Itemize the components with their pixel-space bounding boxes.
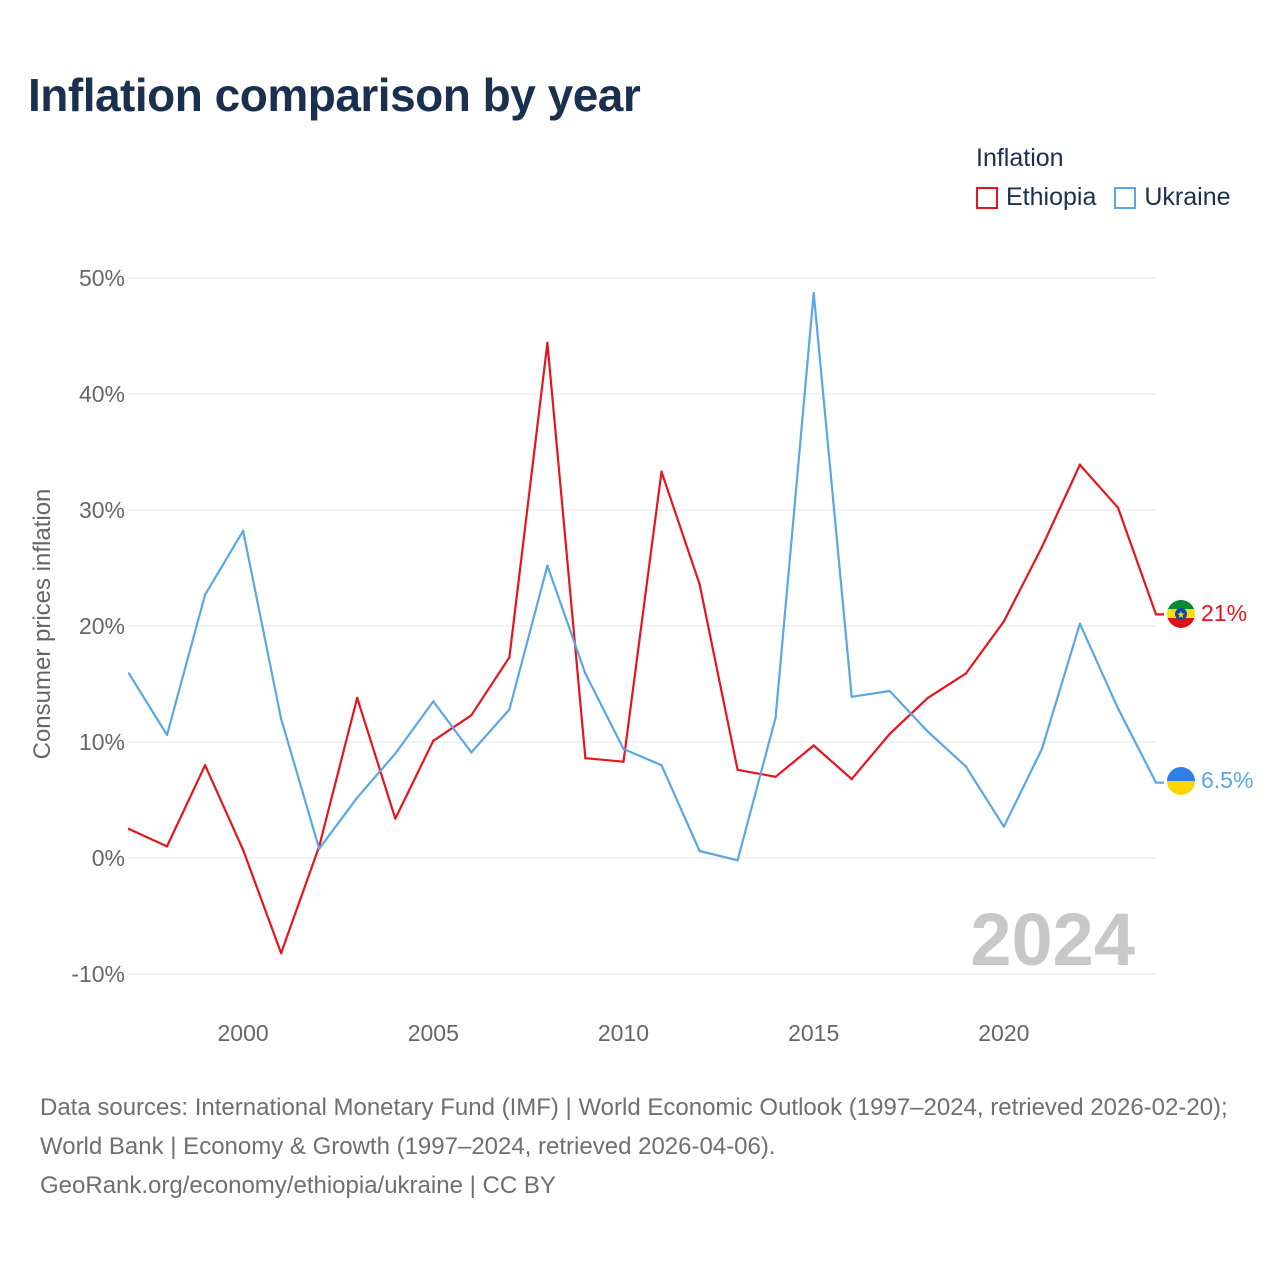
ethiopia-data-point (1002, 620, 1006, 623)
ethiopia-data-point (470, 714, 473, 717)
ethiopia-data-point (964, 672, 968, 675)
ethiopia-data-point (812, 744, 815, 747)
ukraine-data-point (127, 672, 131, 675)
ethiopia-data-point (1154, 613, 1158, 616)
ethiopia-data-point (622, 760, 625, 763)
legend-label-ukraine: Ukraine (1144, 183, 1231, 211)
ukraine-data-point (964, 765, 968, 768)
chart-title: Inflation comparison by year (28, 69, 641, 121)
legend-swatch-ethiopia (976, 186, 998, 209)
ukraine-data-point (432, 700, 435, 703)
ukraine-data-point (774, 716, 777, 719)
ethiopia-data-point (356, 696, 359, 700)
credit-line: GeoRank.org/economy/ethiopia/ukraine | C… (40, 1172, 556, 1199)
ukraine-end-label: 6.5% (1201, 767, 1253, 793)
ethiopia-data-point (1116, 506, 1120, 509)
x-tick-label: 2015 (788, 1020, 839, 1046)
legend-item-ethiopia[interactable]: Ethiopia (976, 183, 1096, 212)
ukraine-data-point (584, 672, 587, 675)
ethiopia-data-point (926, 696, 929, 700)
legend-swatch-ukraine (1114, 186, 1137, 209)
ethiopia-data-point (774, 775, 777, 778)
ethiopia-data-point (584, 757, 587, 760)
data-sources: Data sources: International Monetary Fun… (40, 1094, 1228, 1160)
footer: Data sources: International Monetary Fun… (40, 1088, 1250, 1205)
y-axis-label: Consumer prices inflation (29, 489, 56, 760)
svg-text:★: ★ (1177, 610, 1186, 621)
ukraine-data-point (279, 717, 283, 720)
year-watermark: 2024 (970, 898, 1135, 981)
ukraine-data-point (470, 751, 473, 754)
ethiopia-data-point (432, 739, 435, 743)
ukraine-data-point (1078, 622, 1082, 625)
ethiopia-data-point (394, 817, 397, 820)
ethiopia-data-point (127, 827, 131, 831)
ukraine-series-line (128, 292, 1164, 862)
ethiopia-data-point (698, 583, 701, 586)
ethiopia-data-point (888, 732, 891, 736)
ethiopia-data-point (203, 764, 207, 767)
ukraine-data-point (1002, 825, 1006, 828)
y-tick-label: 30% (79, 497, 125, 523)
ethiopia-series-line (128, 341, 1164, 955)
x-tick-label: 2010 (598, 1020, 649, 1046)
ethiopia-data-point (736, 768, 739, 772)
legend-title: Inflation (976, 144, 1064, 172)
ukraine-data-point (356, 796, 359, 799)
ukraine-data-point (1040, 747, 1044, 751)
ukraine-data-point (622, 747, 625, 751)
ukraine-data-point (546, 564, 549, 567)
ukraine-data-point (394, 752, 397, 755)
y-tick-label: -10% (71, 961, 125, 987)
ethiopia-data-point (508, 656, 511, 659)
ukraine-data-point (736, 859, 739, 862)
ethiopia-data-point (850, 777, 853, 781)
ukraine-data-point (317, 847, 321, 850)
ethiopia-data-point (279, 951, 283, 955)
legend-label-ethiopia: Ethiopia (1006, 183, 1097, 211)
ukraine-data-point (926, 730, 929, 733)
y-tick-label: 50% (79, 265, 125, 291)
ukraine-data-point (1154, 781, 1158, 784)
y-tick-label: 0% (92, 845, 125, 871)
ukraine-data-point (660, 764, 663, 767)
x-tick-label: 2020 (978, 1020, 1029, 1046)
ethiopia-data-point (241, 848, 245, 852)
ethiopia-data-point (1040, 545, 1044, 549)
ukraine-flag (1167, 767, 1195, 795)
legend-item-ukraine[interactable]: Ukraine (1114, 183, 1231, 212)
ukraine-data-point (850, 695, 853, 698)
ukraine-data-point (888, 689, 891, 693)
line-chart: -10% 0% 10% 20% 30% 40% 50% 2000 2005 2010 2015 202… (29, 265, 1253, 1046)
ukraine-data-point (508, 708, 511, 711)
x-tick-label: 2000 (218, 1020, 269, 1046)
legend: Inflation Ethiopia Ukraine (976, 144, 1249, 212)
ethiopia-flag: ★ (1167, 600, 1195, 628)
ukraine-data-point (1116, 707, 1120, 710)
ukraine-data-point (241, 529, 245, 533)
y-tick-label: 10% (79, 729, 125, 755)
ukraine-data-point (203, 593, 207, 596)
ethiopia-end-label: 21% (1201, 600, 1247, 626)
ethiopia-data-point (165, 845, 169, 848)
ukraine-data-point (698, 849, 701, 853)
ethiopia-data-point (546, 341, 549, 345)
ethiopia-data-point (1078, 463, 1082, 466)
ethiopia-data-point (660, 470, 663, 473)
y-tick-label: 40% (79, 381, 125, 407)
ukraine-data-point (812, 291, 815, 295)
ukraine-data-point (165, 733, 169, 737)
y-tick-label: 20% (79, 613, 125, 639)
x-tick-label: 2005 (408, 1020, 459, 1046)
